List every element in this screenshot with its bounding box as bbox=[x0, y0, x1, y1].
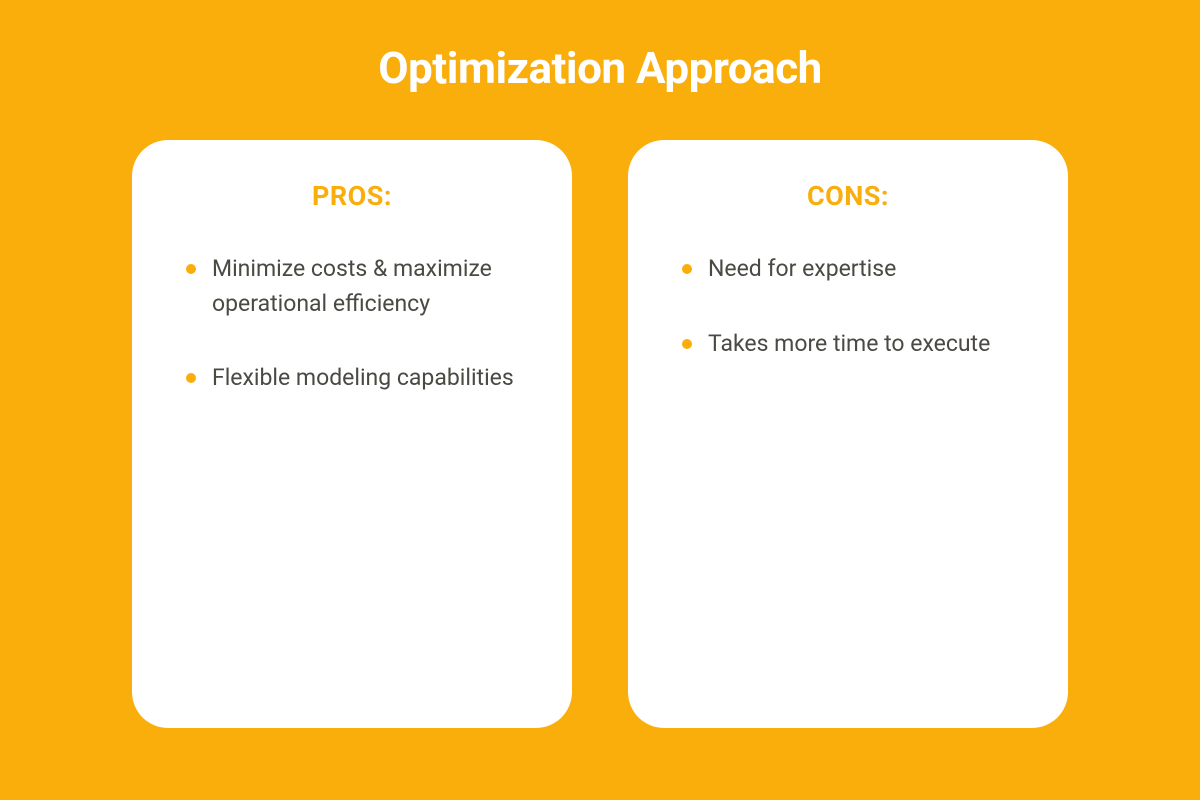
pros-header: PROS: bbox=[178, 180, 526, 212]
list-item: Need for expertise bbox=[680, 252, 1022, 287]
list-item: Takes more time to execute bbox=[680, 327, 1022, 362]
page-title: Optimization Approach bbox=[378, 42, 822, 94]
cons-list: Need for expertise Takes more time to ex… bbox=[674, 252, 1022, 401]
pros-card: PROS: Minimize costs & maximize operatio… bbox=[132, 140, 572, 728]
list-item: Minimize costs & maximize operational ef… bbox=[184, 252, 526, 321]
page-container: Optimization Approach PROS: Minimize cos… bbox=[0, 0, 1200, 800]
cons-card: CONS: Need for expertise Takes more time… bbox=[628, 140, 1068, 728]
list-item: Flexible modeling capabilities bbox=[184, 361, 526, 396]
pros-list: Minimize costs & maximize operational ef… bbox=[178, 252, 526, 436]
cards-row: PROS: Minimize costs & maximize operatio… bbox=[100, 140, 1100, 728]
cons-header: CONS: bbox=[674, 180, 1022, 212]
